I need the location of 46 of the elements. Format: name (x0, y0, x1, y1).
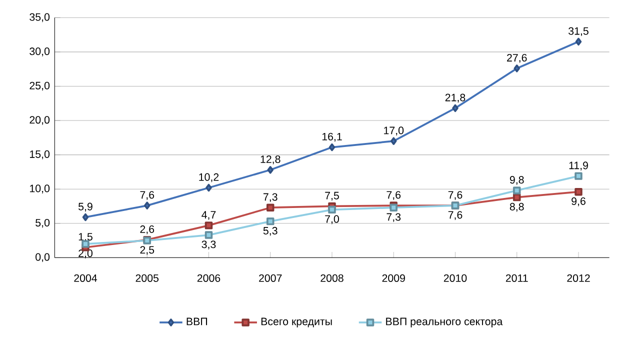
x-tick-label: 2011 (506, 274, 528, 282)
data-label: 27,6 (507, 54, 527, 63)
data-label: 21,8 (445, 94, 466, 103)
y-tick-label: 5,0 (36, 218, 50, 228)
data-label: 17,0 (384, 126, 404, 136)
x-tick-label: 2009 (382, 274, 405, 282)
y-tick-label: 0,0 (36, 253, 50, 262)
data-label: 7,6 (448, 191, 462, 200)
data-label: 4,7 (202, 211, 216, 220)
x-tick-label: 2005 (136, 274, 159, 282)
legend-label: Всего кредиты (261, 318, 332, 328)
data-label: 8,8 (510, 202, 524, 212)
data-label: 7,6 (140, 191, 154, 200)
data-label: 3,3 (202, 240, 216, 250)
data-label: 2,6 (140, 225, 154, 234)
data-label: 7,0 (325, 215, 339, 224)
data-label: 7,6 (448, 211, 462, 220)
y-tick-label: 10,0 (30, 184, 50, 194)
x-tick-label: 2004 (74, 274, 98, 282)
data-label: 5,3 (263, 226, 278, 236)
data-label: 7,3 (386, 213, 401, 222)
data-label: 5,9 (78, 202, 92, 212)
y-tick-label: 30,0 (30, 48, 50, 56)
legend-label: ВВП реального сектора (386, 318, 503, 328)
data-label: 9,8 (510, 176, 524, 185)
data-label: 11,9 (569, 162, 588, 170)
x-tick-label: 2006 (197, 274, 220, 282)
y-tick-label: 35,0 (30, 13, 50, 22)
data-label: 7,5 (325, 192, 339, 201)
data-label: 7,6 (386, 191, 401, 200)
x-tick-label: 2010 (444, 274, 467, 282)
x-tick-label: 2007 (259, 274, 282, 282)
data-label: 7,3 (264, 193, 278, 202)
data-label: 9,6 (572, 197, 586, 206)
legend-label: ВВП (186, 318, 208, 326)
x-tick-label: 2008 (320, 274, 344, 282)
x-tick-label: 2012 (567, 274, 590, 282)
y-tick-label: 25,0 (30, 82, 50, 91)
data-label: 16,1 (322, 132, 342, 142)
data-label: 31,5 (568, 27, 588, 36)
data-label: 2,5 (140, 246, 154, 255)
data-label: 10,2 (199, 173, 219, 182)
data-label: 12,8 (260, 155, 280, 164)
y-tick-label: 20,0 (30, 116, 50, 125)
data-label: 1,5 (78, 233, 92, 242)
y-tick-label: 15,0 (30, 150, 50, 160)
